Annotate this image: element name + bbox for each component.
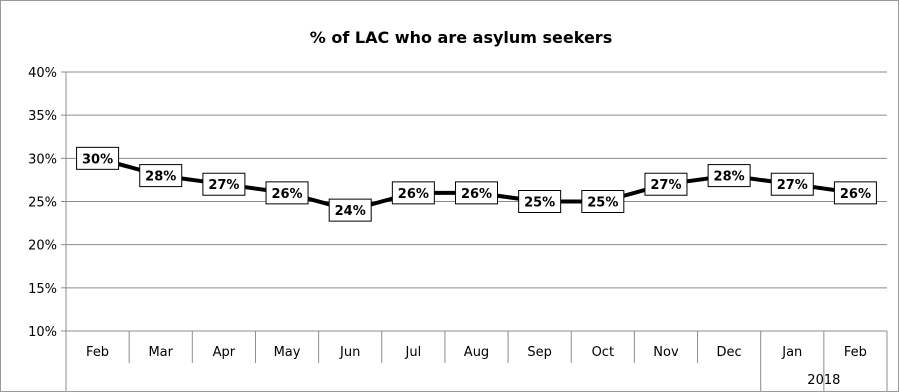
data-label: 27% [777,178,808,193]
y-axis-ticks: 10% 15% 20% 25% 30% 35% 40% [28,66,67,340]
data-label-box [328,198,372,222]
data-labels: 30% 28% 27% 26% 24% 26% 26% 25% 25% 27% 28% 27% 26% [76,146,877,222]
data-label: 26% [840,187,871,202]
data-label: 25% [587,196,618,211]
data-label-box [518,190,562,213]
x-tick-label: Mar [148,345,173,360]
x-tick-label: Oct [592,345,614,360]
y-tick-label: 25% [28,196,57,211]
data-label-box [265,181,309,205]
x-tick-label: Apr [213,345,236,360]
x-group-label-year: 2018 [807,373,840,388]
data-label: 30% [82,152,113,167]
data-label-box [139,164,183,188]
data-label: 26% [271,187,302,202]
y-tick-label: 10% [28,325,57,340]
x-tick-label: Feb [844,345,867,360]
x-tick-label: May [274,345,301,360]
data-label: 24% [335,204,366,219]
data-label-box [391,181,435,205]
x-axis: Feb Mar Apr May Jun Jul Aug Sep Oct Nov Dec Jan Feb 2… [65,331,888,391]
data-label-box [581,190,625,213]
data-label: 25% [524,196,555,211]
data-label-box [644,172,688,196]
data-label: 28% [145,170,176,185]
data-label: 27% [208,178,239,193]
x-tick-label: Dec [717,345,742,360]
data-label-box [833,181,877,205]
data-label: 26% [398,187,429,202]
data-label-box [455,181,498,205]
data-label: 26% [461,187,492,202]
x-tick-label: Nov [653,345,679,360]
y-tick-label: 15% [28,282,57,297]
data-label: 27% [650,178,681,193]
x-tick-label: Aug [464,345,489,360]
data-label-box [707,164,751,188]
data-label-box [770,172,814,196]
gridlines [66,71,887,332]
data-label-box [202,172,246,196]
x-tick-label: Jun [339,345,360,360]
x-tick-label: Jan [781,345,802,360]
data-label: 28% [714,170,745,185]
x-tick-label: Sep [527,345,552,360]
chart-title: % of LAC who are asylum seekers [310,28,612,47]
y-tick-label: 35% [28,109,57,124]
data-label-box [76,146,120,170]
y-tick-label: 30% [28,152,57,167]
x-tick-label: Jul [405,345,422,360]
x-tick-label: Feb [86,345,109,360]
y-tick-label: 40% [28,66,57,81]
y-tick-label: 20% [28,239,57,254]
